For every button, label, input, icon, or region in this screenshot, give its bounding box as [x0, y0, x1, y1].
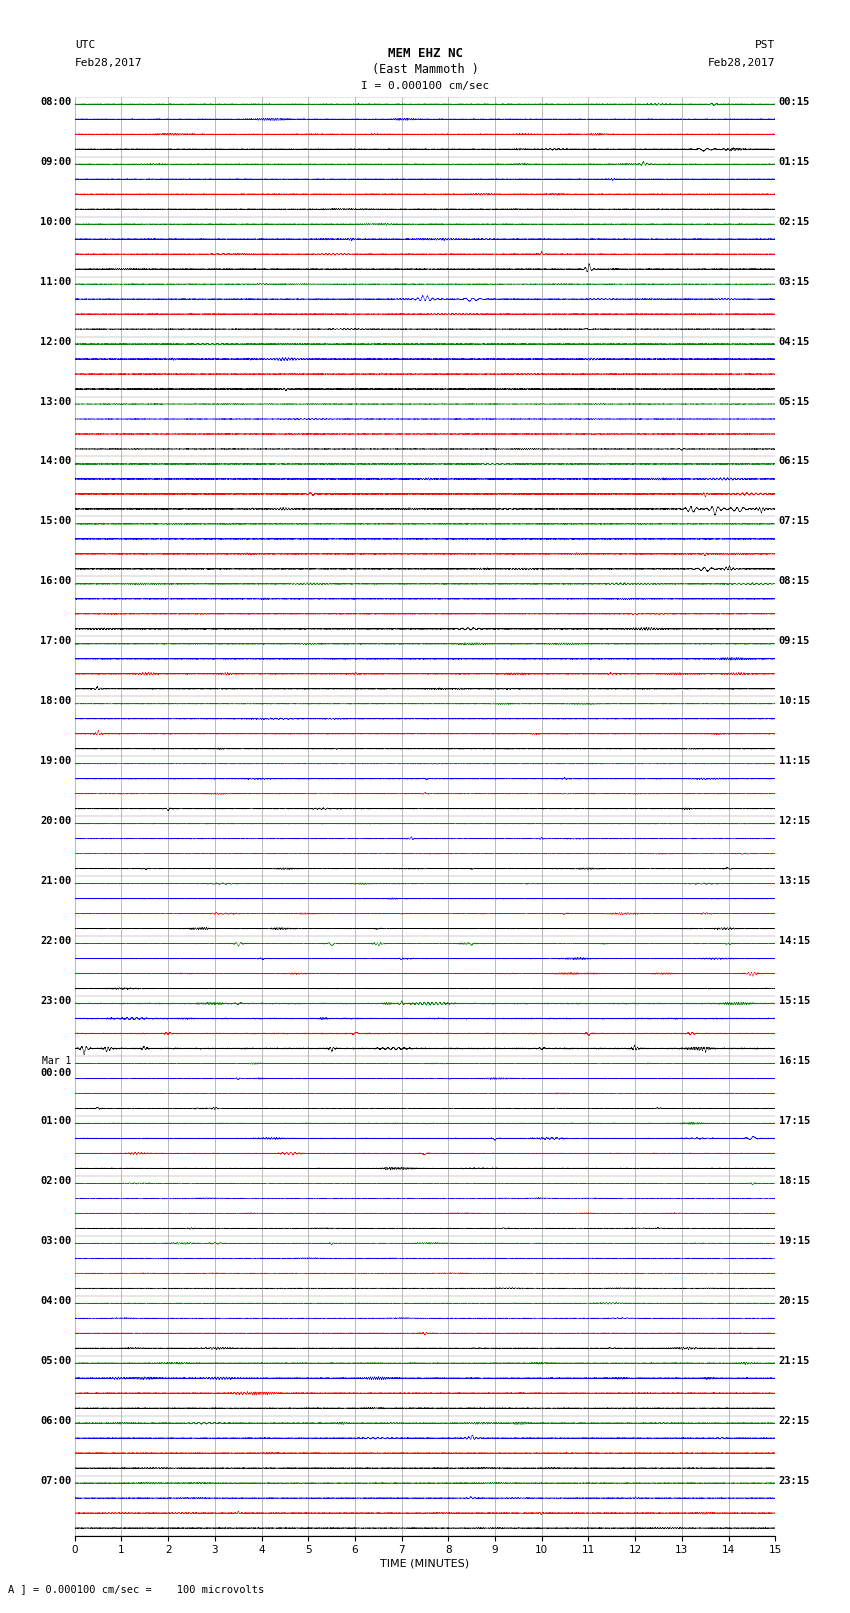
Text: 11:15: 11:15 — [779, 756, 810, 766]
Text: 10:15: 10:15 — [779, 697, 810, 706]
Text: 20:15: 20:15 — [779, 1295, 810, 1307]
Text: 21:15: 21:15 — [779, 1355, 810, 1366]
Text: 14:00: 14:00 — [40, 456, 71, 466]
Text: Mar 1: Mar 1 — [42, 1057, 71, 1066]
Text: 16:00: 16:00 — [40, 576, 71, 587]
Text: 01:00: 01:00 — [40, 1116, 71, 1126]
X-axis label: TIME (MINUTES): TIME (MINUTES) — [381, 1558, 469, 1568]
Text: 11:00: 11:00 — [40, 277, 71, 287]
Text: Feb28,2017: Feb28,2017 — [708, 58, 775, 68]
Text: 02:15: 02:15 — [779, 216, 810, 227]
Text: 21:00: 21:00 — [40, 876, 71, 886]
Text: 17:00: 17:00 — [40, 637, 71, 647]
Text: 16:15: 16:15 — [779, 1057, 810, 1066]
Text: 22:15: 22:15 — [779, 1416, 810, 1426]
Text: 05:15: 05:15 — [779, 397, 810, 406]
Text: UTC: UTC — [75, 40, 95, 50]
Text: 13:15: 13:15 — [779, 876, 810, 886]
Text: PST: PST — [755, 40, 775, 50]
Text: 04:00: 04:00 — [40, 1295, 71, 1307]
Text: 08:00: 08:00 — [40, 97, 71, 106]
Text: 07:00: 07:00 — [40, 1476, 71, 1486]
Text: 20:00: 20:00 — [40, 816, 71, 826]
Text: 08:15: 08:15 — [779, 576, 810, 587]
Text: 17:15: 17:15 — [779, 1116, 810, 1126]
Text: 03:00: 03:00 — [40, 1236, 71, 1245]
Text: 23:00: 23:00 — [40, 997, 71, 1007]
Text: 12:15: 12:15 — [779, 816, 810, 826]
Text: Feb28,2017: Feb28,2017 — [75, 58, 142, 68]
Text: 06:15: 06:15 — [779, 456, 810, 466]
Text: 14:15: 14:15 — [779, 936, 810, 947]
Text: 05:00: 05:00 — [40, 1355, 71, 1366]
Text: MEM EHZ NC: MEM EHZ NC — [388, 47, 462, 60]
Text: 02:00: 02:00 — [40, 1176, 71, 1186]
Text: 15:15: 15:15 — [779, 997, 810, 1007]
Text: 19:00: 19:00 — [40, 756, 71, 766]
Text: 18:00: 18:00 — [40, 697, 71, 706]
Text: 03:15: 03:15 — [779, 277, 810, 287]
Text: 12:00: 12:00 — [40, 337, 71, 347]
Text: 04:15: 04:15 — [779, 337, 810, 347]
Text: 09:15: 09:15 — [779, 637, 810, 647]
Text: 09:00: 09:00 — [40, 156, 71, 166]
Text: (East Mammoth ): (East Mammoth ) — [371, 63, 479, 76]
Text: 22:00: 22:00 — [40, 936, 71, 947]
Text: 23:15: 23:15 — [779, 1476, 810, 1486]
Text: 07:15: 07:15 — [779, 516, 810, 526]
Text: 00:00: 00:00 — [40, 1068, 71, 1077]
Text: A ] = 0.000100 cm/sec =    100 microvolts: A ] = 0.000100 cm/sec = 100 microvolts — [8, 1584, 264, 1594]
Text: 13:00: 13:00 — [40, 397, 71, 406]
Text: 19:15: 19:15 — [779, 1236, 810, 1245]
Text: 01:15: 01:15 — [779, 156, 810, 166]
Text: 00:15: 00:15 — [779, 97, 810, 106]
Text: 06:00: 06:00 — [40, 1416, 71, 1426]
Text: 15:00: 15:00 — [40, 516, 71, 526]
Text: I = 0.000100 cm/sec: I = 0.000100 cm/sec — [361, 81, 489, 90]
Text: 18:15: 18:15 — [779, 1176, 810, 1186]
Text: 10:00: 10:00 — [40, 216, 71, 227]
